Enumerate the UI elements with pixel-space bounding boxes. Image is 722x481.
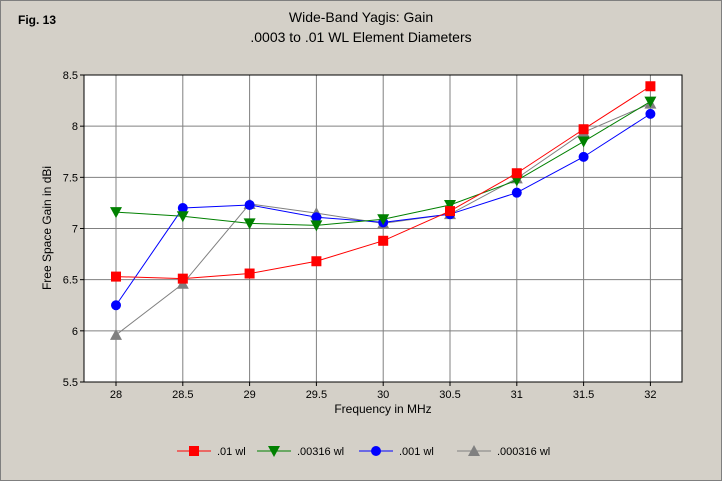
y-tick-label: 8.5	[63, 70, 78, 82]
x-tick-label: 28.5	[172, 389, 193, 401]
y-tick-label: 8	[72, 121, 78, 133]
legend-label: .01 wl	[217, 446, 246, 458]
legend-entry: .00316 wl	[257, 446, 344, 458]
x-tick-label: 32	[644, 389, 656, 401]
legend: .01 wl .00316 wl .001 wl .000316 wl	[177, 445, 550, 458]
data-point	[111, 300, 121, 311]
y-tick-label: 7.5	[63, 172, 78, 184]
series-0	[111, 81, 656, 284]
data-point	[176, 211, 189, 223]
legend-entry: .001 wl	[359, 446, 434, 458]
y-tick-label: 5.5	[63, 377, 78, 389]
x-tick-label: 29.5	[306, 389, 327, 401]
legend-marker	[189, 446, 199, 456]
x-tick-label: 29	[243, 389, 255, 401]
legend-entry: .01 wl	[177, 446, 246, 458]
x-tick-label: 31	[511, 389, 523, 401]
x-tick-label: 31.5	[573, 389, 594, 401]
data-point	[644, 96, 657, 108]
legend-label: .000316 wl	[497, 446, 550, 458]
chart-title: Wide-Band Yagis: Gain	[288, 9, 434, 25]
data-point	[444, 199, 456, 211]
legend-label: .00316 wl	[297, 446, 344, 458]
data-point	[243, 218, 256, 230]
data-point	[511, 168, 522, 179]
data-point	[445, 206, 455, 217]
legend-label: .001 wl	[399, 446, 434, 458]
legend-marker	[268, 446, 280, 457]
data-point	[111, 271, 121, 282]
data-point	[577, 136, 590, 148]
series-layer	[110, 81, 657, 340]
data-point	[311, 212, 322, 223]
legend-entry: .000316 wl	[457, 445, 550, 458]
data-point	[177, 203, 188, 214]
x-axis-label: Frequency in MHz	[334, 402, 431, 416]
legend-marker	[371, 446, 381, 456]
figure-label: Fig. 13	[18, 13, 57, 27]
data-point	[244, 199, 255, 210]
x-tick-label: 28	[110, 389, 122, 401]
axes: 28 28.5 29 29.5 30 30.5 31 31.5 32 5.5 6 6.5 7 7.5 8 8.…	[63, 70, 657, 401]
y-axis-label: Free Space Gain in dBi	[40, 166, 54, 290]
data-point	[244, 268, 255, 279]
chart-subtitle: .0003 to .01 WL Element Diameters	[250, 29, 472, 45]
data-point	[511, 187, 522, 198]
data-point	[578, 124, 589, 135]
data-point	[177, 273, 188, 284]
y-tick-label: 6	[72, 326, 78, 338]
data-point	[645, 108, 656, 119]
data-point	[310, 220, 323, 232]
data-point	[578, 151, 589, 162]
data-point	[311, 256, 322, 267]
x-tick-label: 30	[377, 389, 389, 401]
data-point	[110, 328, 122, 340]
y-tick-label: 7	[72, 224, 78, 236]
x-tick-label: 30.5	[439, 389, 460, 401]
data-point	[645, 81, 656, 92]
y-tick-label: 6.5	[63, 275, 78, 287]
data-point	[377, 214, 390, 226]
data-point	[110, 207, 122, 219]
data-point	[378, 235, 389, 246]
legend-marker	[468, 445, 480, 456]
